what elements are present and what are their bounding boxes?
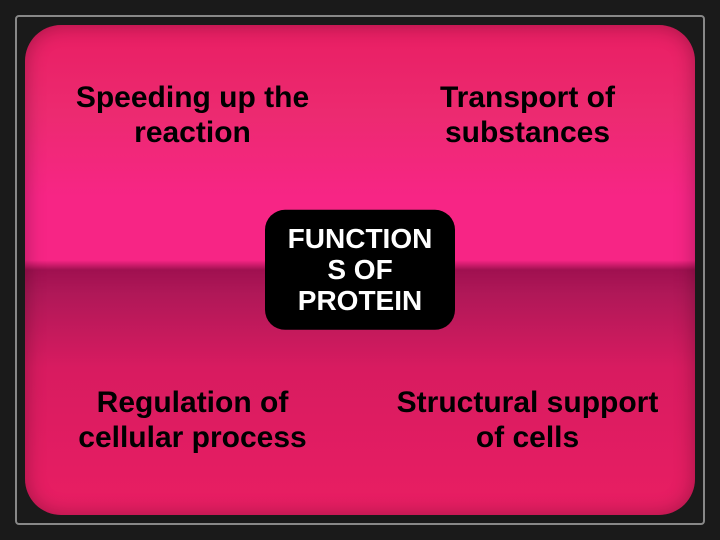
slide-frame: Speeding up the reaction Transport of su… (15, 15, 705, 525)
center-title-line: PROTEIN (298, 284, 422, 315)
quadrant-text: Speeding up the (76, 81, 309, 114)
diagram-card: Speeding up the reaction Transport of su… (25, 25, 695, 515)
quadrant-text: cellular process (78, 421, 306, 454)
quadrant-text: substances (445, 116, 610, 149)
quadrant-text: of cells (476, 421, 579, 454)
quadrant-text: Regulation of (97, 386, 289, 419)
quadrant-text: Transport of (440, 81, 615, 114)
quadrant-bottom-right: Structural support of cells (360, 386, 695, 455)
quadrant-bottom-left: Regulation of cellular process (25, 386, 360, 455)
quadrant-text: Structural support (397, 386, 659, 419)
quadrant-top-right: Transport of substances (360, 81, 695, 150)
center-title-line: FUNCTION (288, 223, 433, 254)
center-title-box: FUNCTION S OF PROTEIN (265, 210, 455, 330)
quadrant-text: reaction (134, 116, 251, 149)
center-title-line: S OF (327, 254, 392, 285)
quadrant-top-left: Speeding up the reaction (25, 81, 360, 150)
